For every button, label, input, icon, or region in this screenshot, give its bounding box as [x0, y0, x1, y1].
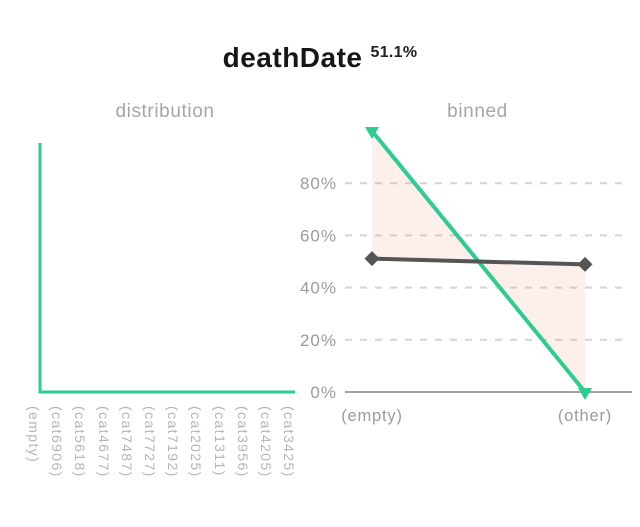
- y-tick-label-20: 20%: [300, 331, 337, 350]
- distribution-x-label-cat1311: (cat1311): [211, 406, 228, 477]
- distribution-x-label-cat7487: (cat7487): [118, 406, 135, 478]
- triangle-marker: [365, 127, 379, 139]
- column-name: deathDate: [222, 42, 363, 73]
- distribution-x-label-cat7192: (cat7192): [165, 406, 182, 478]
- distribution-x-label-cat6906: (cat6906): [49, 406, 66, 478]
- y-tick-label-60: 60%: [300, 226, 337, 245]
- binned-x-label-empty: (empty): [341, 407, 403, 425]
- distribution-x-label-cat3956: (cat3956): [234, 406, 251, 478]
- distribution-x-label-cat5618: (cat5618): [72, 406, 89, 478]
- diamond-marker: [577, 256, 593, 272]
- triangle-marker: [578, 388, 592, 400]
- binned-chart[interactable]: 80% 60% 40% 20% 0%(empty) (other): [290, 125, 640, 430]
- y-tick-label-40: 40%: [300, 279, 337, 298]
- column-match-percentage: 51.1%: [370, 44, 418, 61]
- distribution-x-label-cat4677: (cat4677): [95, 406, 112, 478]
- diamond-marker: [364, 251, 380, 267]
- distribution-x-label-cat7727: (cat7727): [141, 406, 158, 478]
- binned-chart-title: binned: [447, 101, 508, 122]
- distribution-chart[interactable]: [0, 130, 320, 400]
- distribution-x-label-empty: (empty): [26, 406, 42, 464]
- binned-x-label-other: (other): [558, 407, 612, 425]
- y-tick-label-80: 80%: [300, 174, 337, 193]
- binned-line: [371, 256, 586, 267]
- distribution-line: [38, 143, 295, 394]
- y-tick-label-0: 0%: [310, 383, 337, 402]
- distribution-chart-title: distribution: [115, 101, 215, 122]
- distribution-x-label-cat4205: (cat4205): [257, 406, 274, 478]
- distribution-x-label-cat2025: (cat2025): [188, 406, 205, 478]
- card-header: deathDate 51.1%: [0, 42, 640, 74]
